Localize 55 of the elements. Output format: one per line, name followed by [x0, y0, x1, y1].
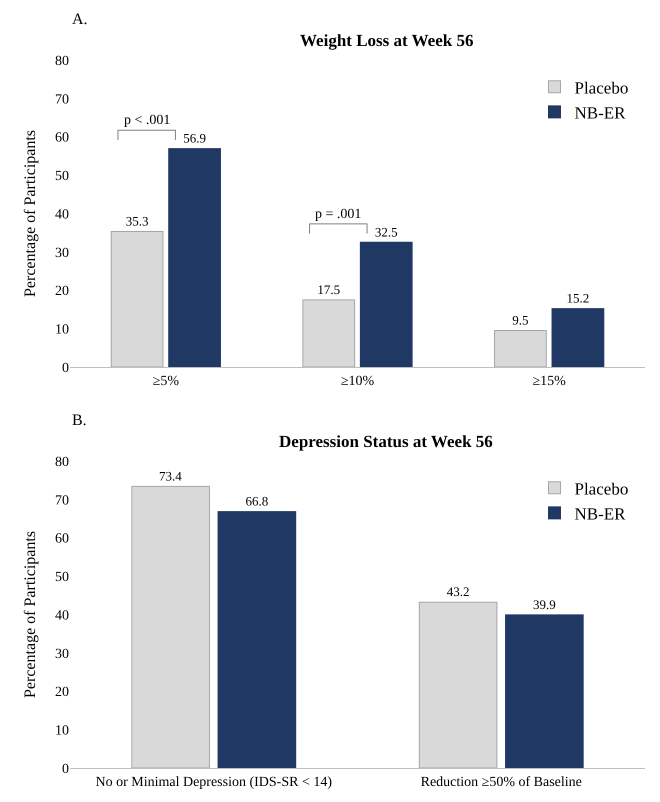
- chart-title: Weight Loss at Week 56: [300, 31, 474, 50]
- bar: [110, 231, 164, 367]
- annotation: p = .001: [315, 207, 362, 222]
- y-tick-label: 20: [55, 685, 69, 700]
- y-tick-label: 20: [55, 284, 69, 300]
- legend-label: NB-ER: [574, 504, 626, 524]
- data-label: 35.3: [126, 214, 148, 229]
- y-tick-label: 70: [55, 493, 69, 508]
- bar: [552, 308, 604, 367]
- y-tick-label: 30: [55, 246, 69, 261]
- y-tick-label: 40: [55, 608, 69, 624]
- y-tick-label: 80: [55, 454, 69, 470]
- x-tick-label: No or Minimal Depression (IDS-SR < 14): [95, 774, 332, 790]
- data-label: 15.2: [566, 290, 590, 306]
- data-label: 17.5: [317, 282, 340, 297]
- bar: [360, 242, 413, 367]
- y-tick-label: 10: [55, 322, 69, 338]
- y-axis-title: Percentage of Participants: [22, 130, 39, 298]
- y-tick-label: 0: [62, 360, 69, 376]
- bar: [218, 511, 296, 768]
- y-tick-label: 60: [55, 130, 69, 146]
- legend-label: NB-ER: [574, 103, 626, 122]
- x-tick-label: ≥5%: [152, 374, 180, 389]
- bar: [418, 602, 498, 768]
- bar: [131, 486, 210, 768]
- y-tick-label: 50: [55, 169, 69, 184]
- data-label: 32.5: [374, 224, 398, 240]
- data-label: 43.2: [446, 584, 470, 600]
- legend-label: Placebo: [574, 78, 628, 98]
- x-tick-label: ≥15%: [532, 374, 566, 389]
- legend-label: Placebo: [574, 479, 628, 498]
- annotation: p < .001: [124, 113, 170, 128]
- y-tick-label: 50: [55, 570, 69, 586]
- data-label: 66.8: [246, 494, 268, 509]
- data-label: 56.9: [183, 130, 206, 146]
- y-tick-label: 0: [62, 762, 69, 777]
- bar: [494, 330, 547, 367]
- y-tick-label: 60: [55, 532, 69, 547]
- y-tick-label: 80: [55, 54, 69, 69]
- chart-title: Depression Status at Week 56: [279, 432, 493, 451]
- bar: [505, 614, 584, 768]
- y-tick-label: 30: [55, 646, 69, 662]
- bar: [302, 299, 356, 367]
- text: A.: [72, 11, 88, 28]
- bar: [168, 148, 221, 367]
- y-tick-label: 40: [55, 207, 69, 222]
- data-label: 9.5: [512, 312, 529, 328]
- x-tick-label: ≥10%: [340, 374, 375, 389]
- x-tick-label: Reduction ≥50% of Baseline: [420, 774, 582, 790]
- data-label: 73.4: [159, 468, 182, 484]
- text: B.: [72, 412, 87, 429]
- y-axis-title: Percentage of Participants: [22, 530, 39, 698]
- y-tick-label: 10: [55, 724, 69, 739]
- data-label: 39.9: [533, 596, 556, 612]
- y-tick-label: 70: [55, 92, 69, 108]
